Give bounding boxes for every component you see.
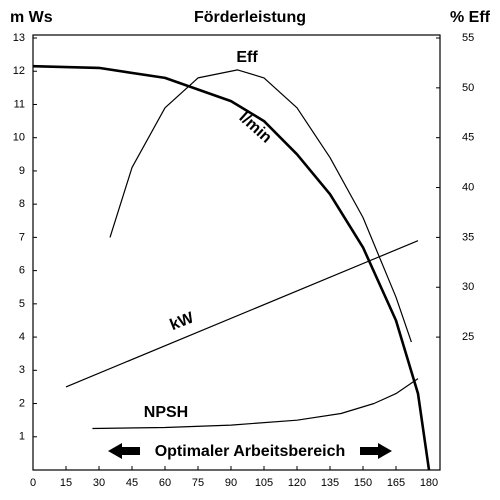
y-tick-label: 11: [14, 98, 25, 110]
x-tick-label: 15: [60, 477, 72, 489]
series-label: NPSH: [144, 404, 188, 421]
series-line: [65, 240, 419, 388]
y2-tick-label: 35: [462, 231, 474, 243]
x-tick-label: 0: [30, 477, 36, 489]
plot-frame: [32, 34, 441, 471]
series-line: [92, 378, 419, 430]
y-tick-label: 12: [13, 65, 25, 77]
x-tick-label: 60: [159, 477, 171, 489]
y2-tick-label: 25: [462, 331, 474, 343]
arrow-right: [360, 443, 392, 459]
x-tick-label: 150: [354, 477, 372, 489]
x-tick-label: 165: [387, 477, 405, 489]
y2-tick-label: 40: [462, 181, 474, 193]
y2-tick-label: 50: [462, 82, 474, 94]
y-tick-label: 6: [19, 265, 25, 277]
y-axis-label: m Ws: [10, 9, 53, 26]
x-tick-label: 105: [255, 477, 273, 489]
y-tick-label: 9: [19, 165, 25, 177]
y2-tick-label: 30: [462, 281, 474, 293]
x-tick-label: 45: [126, 477, 138, 489]
chart-title: Förderleistung: [194, 9, 306, 26]
y-tick-label: 7: [19, 231, 25, 243]
y-tick-label: 13: [13, 32, 25, 44]
x-tick-label: 90: [225, 477, 237, 489]
y-tick-label: 4: [19, 331, 25, 343]
x-tick-label: 120: [288, 477, 306, 489]
series-line: [32, 64, 431, 471]
y-tick-label: 2: [19, 397, 25, 409]
y-tick-label: 10: [13, 132, 25, 144]
range-annotation: Optimaler Arbeitsbereich: [155, 443, 346, 460]
arrow-left: [108, 443, 140, 459]
x-tick-label: 180: [420, 477, 438, 489]
x-tick-label: 30: [93, 477, 105, 489]
y2-tick-label: 45: [462, 132, 474, 144]
y-tick-label: 1: [19, 431, 25, 443]
series-label: Eff: [236, 49, 258, 66]
series-line: [109, 69, 412, 343]
y2-tick-label: 55: [462, 32, 474, 44]
x-tick-label: 135: [321, 477, 339, 489]
y2-axis-label: % Eff: [450, 9, 491, 26]
y-tick-label: 8: [19, 198, 25, 210]
series-label: kW: [168, 309, 197, 334]
y-tick-label: 5: [19, 298, 25, 310]
x-tick-label: 75: [192, 477, 204, 489]
y-tick-label: 3: [19, 364, 25, 376]
